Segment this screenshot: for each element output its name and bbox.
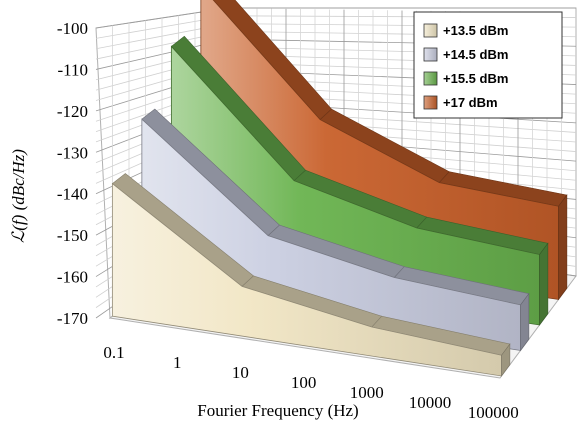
ribbon-end [520, 292, 530, 352]
x-tick-label: 10000 [409, 393, 452, 412]
legend-swatch [423, 95, 438, 110]
x-axis-label: Fourier Frequency (Hz) [197, 401, 358, 420]
y-tick-label: -130 [57, 143, 88, 162]
legend-label: +17 dBm [443, 95, 498, 110]
legend-swatch [423, 23, 438, 38]
x-tick-labels: 0.1 1 10 100 1000 10000 100000 [103, 343, 518, 422]
x-tick-label: 1000 [350, 383, 384, 402]
legend-swatch [423, 47, 438, 62]
y-tick-label: -100 [57, 19, 88, 38]
y-axis-label: ℒ(f) (dBc/Hz) [9, 149, 28, 243]
y-tick-label: -150 [57, 226, 88, 245]
x-tick-label: 0.1 [103, 343, 124, 362]
y-tick-label: -170 [57, 309, 88, 328]
legend-swatch [423, 71, 438, 86]
y-tick-labels: -100 -110 -120 -130 -140 -150 -160 -170 [57, 19, 88, 328]
x-tick-label: 100 [291, 373, 317, 392]
series-ribbon-0 [111, 173, 511, 377]
legend-label: +13.5 dBm [443, 23, 508, 38]
legend: +13.5 dBm +14.5 dBm +15.5 dBm +17 dBm [413, 11, 563, 119]
y-tick-label: -120 [57, 102, 88, 121]
chart-ribbons [111, 0, 568, 377]
x-tick-label: 100000 [468, 403, 519, 422]
legend-label: +14.5 dBm [443, 47, 508, 62]
x-tick-label: 1 [173, 353, 182, 372]
ribbon-end [558, 194, 568, 301]
ribbon-end [539, 242, 549, 326]
y-tick-label: -110 [57, 60, 88, 79]
legend-label: +15.5 dBm [443, 71, 508, 86]
x-tick-label: 10 [232, 363, 249, 382]
y-tick-label: -160 [57, 268, 88, 287]
ribbon-end [501, 343, 511, 377]
y-tick-label: -140 [57, 185, 88, 204]
legend-box [413, 11, 563, 119]
